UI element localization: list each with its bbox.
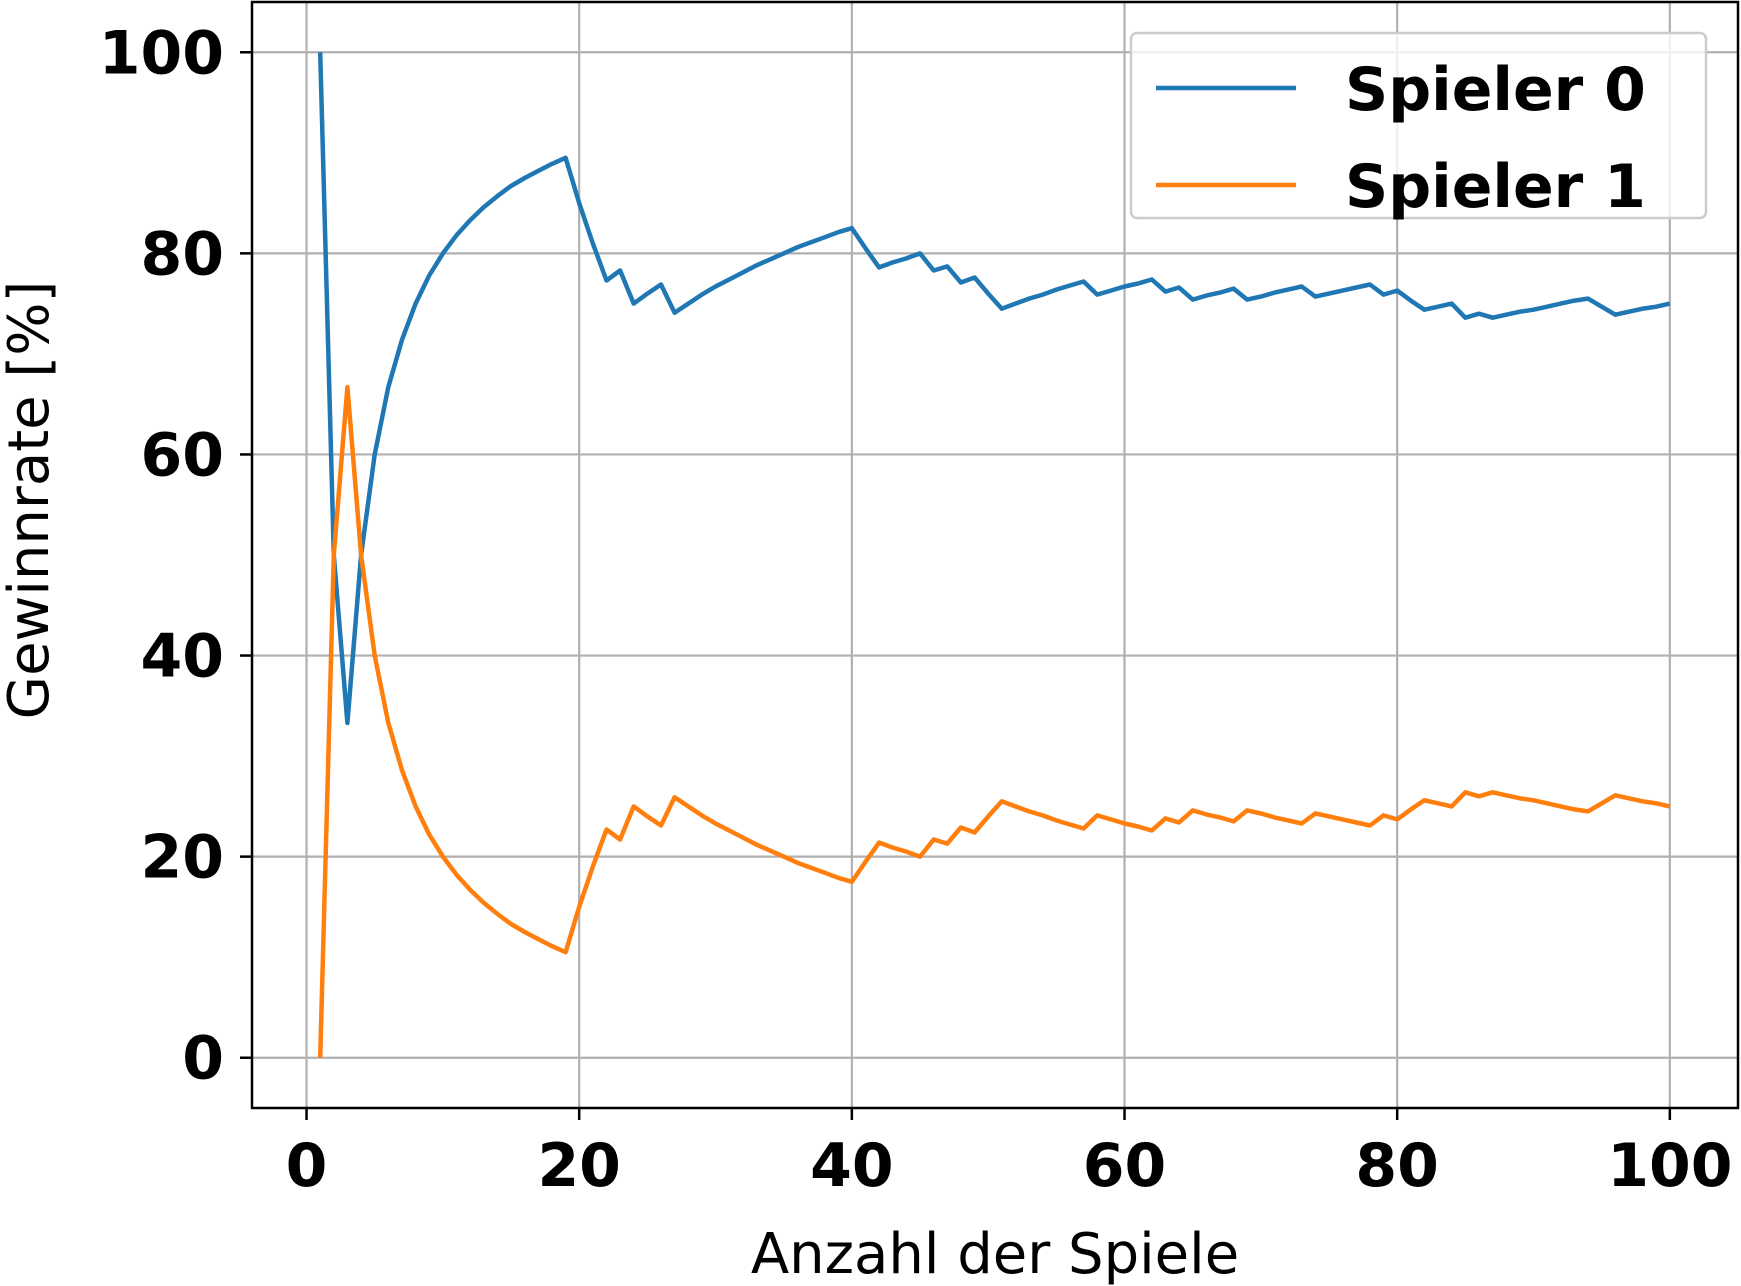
x-axis-label: Anzahl der Spiele [751, 1222, 1239, 1286]
series-lines [317, 52, 1671, 1058]
y-tick-label: 80 [141, 219, 225, 289]
y-tick-label: 0 [182, 1024, 224, 1094]
x-tick-label: 60 [1083, 1131, 1167, 1201]
axis-ticks: 0 20 40 60 80 100 0 20 40 60 80 100 [99, 18, 1733, 1201]
x-tick-label: 100 [1607, 1131, 1732, 1201]
grid-lines [252, 2, 1738, 1108]
y-tick-label: 100 [99, 18, 224, 88]
series-line-spieler-1 [317, 384, 1671, 1058]
y-tick-label: 40 [141, 622, 225, 692]
series-line-spieler-0 [317, 52, 1671, 726]
x-tick-label: 80 [1355, 1131, 1439, 1201]
y-tick-label: 60 [141, 420, 225, 490]
legend-label-spieler-1: Spieler 1 [1345, 152, 1646, 222]
x-tick-label: 40 [810, 1131, 894, 1201]
legend-label-spieler-0: Spieler 0 [1345, 55, 1646, 125]
y-tick-label: 20 [141, 823, 225, 893]
x-tick-label: 0 [286, 1131, 328, 1201]
legend: Spieler 0 Spieler 1 [1129, 31, 1708, 222]
x-tick-label: 20 [537, 1131, 621, 1201]
plot-frame [250, 0, 1740, 1110]
y-axis-label: Gewinnrate [%] [0, 281, 62, 720]
legend-box [1129, 31, 1708, 220]
